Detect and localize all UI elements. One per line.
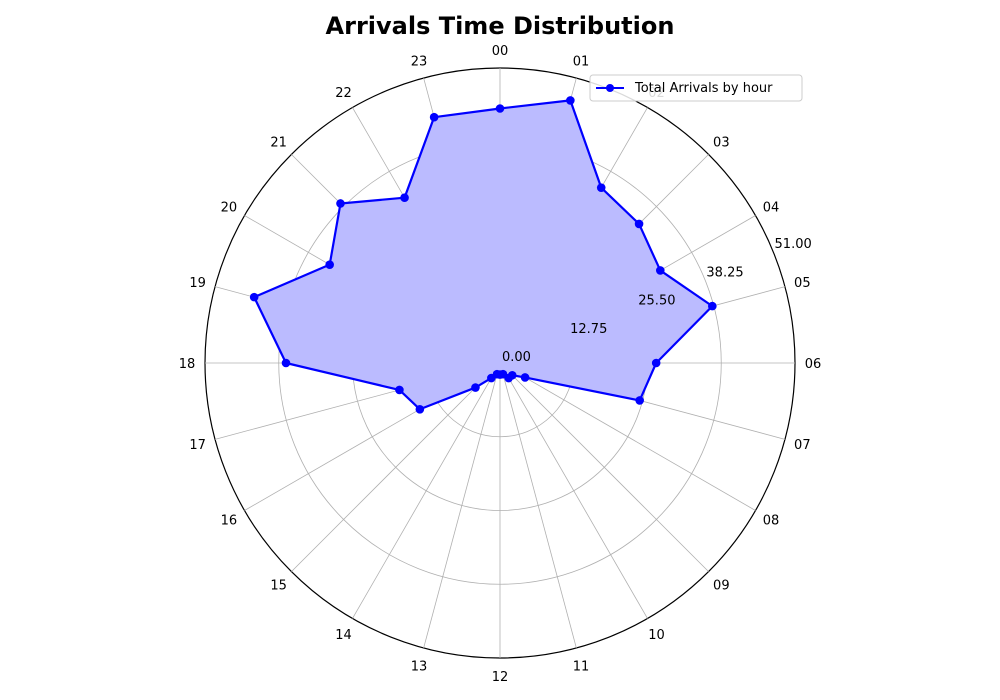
radial-tick-label-1: 12.75: [570, 322, 607, 337]
data-point-04: [655, 266, 665, 275]
chart-title: Arrivals Time Distribution: [326, 12, 675, 40]
axis-labels: 0001020304050607080910111213141516171819…: [179, 44, 822, 685]
legend-marker-swatch: [606, 84, 614, 92]
series-total-arrivals: [249, 96, 717, 414]
grid-spoke-11: [499, 362, 577, 649]
hour-label-15: 15: [270, 578, 287, 593]
data-point-23: [429, 112, 439, 122]
data-point-07: [635, 396, 644, 405]
hour-label-04: 04: [763, 201, 780, 216]
grid-spoke-14: [352, 362, 501, 619]
data-point-03: [634, 219, 644, 229]
hour-label-08: 08: [763, 514, 780, 529]
data-point-22: [400, 193, 409, 202]
radial-tick-label-0: 0.00: [502, 350, 531, 365]
hour-label-03: 03: [713, 136, 730, 151]
legend: Total Arrivals by hour: [589, 74, 803, 102]
hour-label-12: 12: [492, 670, 509, 685]
hour-label-11: 11: [573, 659, 590, 674]
data-point-02: [596, 183, 606, 192]
hour-label-07: 07: [794, 438, 811, 453]
data-point-19: [249, 292, 259, 302]
hour-label-10: 10: [648, 628, 665, 643]
hour-label-20: 20: [221, 201, 238, 216]
radial-tick-label-4: 51.00: [775, 237, 812, 252]
grid-spoke-13: [423, 362, 501, 649]
hour-label-14: 14: [335, 628, 352, 643]
hour-label-19: 19: [189, 276, 206, 291]
data-point-18: [281, 358, 291, 368]
hour-label-13: 13: [411, 659, 428, 674]
hour-label-06: 06: [805, 357, 822, 372]
hour-label-09: 09: [713, 578, 730, 593]
legend-frame: [589, 74, 803, 102]
hour-label-23: 23: [411, 55, 428, 70]
data-point-17: [395, 385, 404, 395]
hour-label-18: 18: [179, 357, 196, 372]
hour-label-05: 05: [794, 276, 811, 291]
hour-label-16: 16: [221, 514, 238, 529]
hour-label-17: 17: [189, 438, 206, 453]
legend-label: Total Arrivals by hour: [634, 81, 773, 96]
data-point-20: [325, 260, 334, 269]
data-point-06: [651, 358, 661, 368]
grid-spoke-15: [291, 362, 501, 572]
hour-label-22: 22: [335, 86, 352, 101]
hour-label-00: 00: [492, 44, 509, 59]
data-point-16: [415, 404, 425, 414]
radial-tick-label-3: 38.25: [706, 265, 743, 280]
data-point-01: [566, 96, 575, 105]
grid-spoke-08: [499, 362, 756, 511]
data-point-21: [336, 199, 345, 208]
series-area: [254, 100, 713, 410]
data-point-08: [520, 373, 530, 382]
data-point-15: [471, 383, 480, 392]
data-point-05: [708, 301, 717, 311]
radial-tick-label-2: 25.50: [638, 294, 675, 309]
data-point-14: [487, 373, 496, 383]
data-point-00: [495, 104, 505, 113]
hour-label-01: 01: [573, 55, 590, 70]
grid-spoke-09: [499, 362, 709, 572]
hour-label-21: 21: [270, 136, 287, 151]
grid-spoke-10: [499, 362, 648, 619]
